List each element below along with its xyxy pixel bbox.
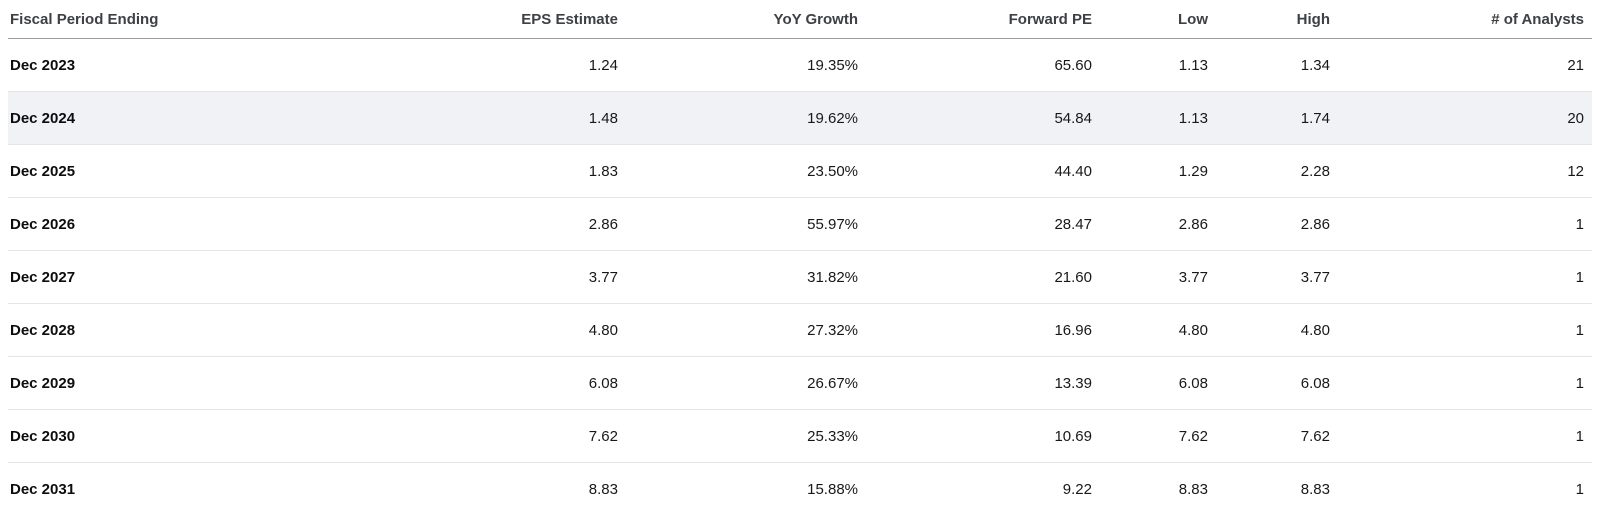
fiscal-period-cell: Dec 2029 [8,356,450,410]
table-row: Dec 2031 8.83 15.88% 9.22 8.83 8.83 1 [8,463,1592,516]
high-cell: 8.83 [1300,480,1330,498]
table-row: Dec 2028 4.80 27.32% 16.96 4.80 4.80 1 [8,303,1592,357]
eps-estimate-cell: 2.86 [450,197,618,251]
table-row: Dec 2030 7.62 25.33% 10.69 7.62 7.62 1 [8,409,1592,463]
fiscal-period-cell: Dec 2024 [8,91,450,145]
low-cell: 4.80 [1092,303,1208,357]
table-row: Dec 2027 3.77 31.82% 21.60 3.77 3.77 1 [8,250,1592,304]
analysts-count-cell: 20 [1330,91,1592,145]
column-header-low: Low [1092,0,1208,39]
high-cell: 2.86 [1208,197,1330,251]
table-row: Dec 2026 2.86 55.97% 28.47 2.86 2.86 1 [8,197,1592,251]
column-header-fiscal-period: Fiscal Period Ending [8,0,450,39]
forward-pe-cell: 21.60 [858,250,1092,304]
yoy-growth-cell: 19.62% [618,91,858,145]
yoy-growth-cell: 26.67% [618,356,858,410]
eps-estimate-cell: 1.24 [450,38,618,92]
high-cell: 4.80 [1208,303,1330,357]
forward-pe-cell: 65.60 [858,38,1092,92]
forward-pe-cell: 16.96 [858,303,1092,357]
high-cell: 1.34 [1208,38,1330,92]
eps-estimate-cell: 8.83 [588,480,618,498]
yoy-growth-cell: 55.97% [618,197,858,251]
yoy-growth-cell: 31.82% [618,250,858,304]
header-row: Fiscal Period Ending EPS Estimate YoY Gr… [8,0,1592,39]
forward-pe-cell: 28.47 [858,197,1092,251]
table-row: Dec 2023 1.24 19.35% 65.60 1.13 1.34 21 [8,38,1592,92]
forward-pe-cell: 54.84 [858,91,1092,145]
low-cell: 6.08 [1092,356,1208,410]
low-cell: 7.62 [1092,409,1208,463]
eps-estimate-cell: 7.62 [450,409,618,463]
eps-estimate-cell: 3.77 [450,250,618,304]
yoy-growth-cell: 27.32% [618,303,858,357]
fiscal-period-cell: Dec 2025 [8,144,450,198]
yoy-growth-cell: 25.33% [618,409,858,463]
low-cell: 1.13 [1092,91,1208,145]
forward-pe-cell: 10.69 [858,409,1092,463]
table-row: Dec 2025 1.83 23.50% 44.40 1.29 2.28 12 [8,144,1592,198]
column-header-analysts: # of Analysts [1330,0,1592,39]
low-cell: 8.83 [1178,480,1208,498]
table-row: Dec 2024 1.48 19.62% 54.84 1.13 1.74 20 [8,91,1592,145]
fiscal-period-cell: Dec 2028 [8,303,450,357]
yoy-growth-cell: 15.88% [807,480,858,498]
column-header-high: High [1208,0,1330,39]
analyst-eps-estimates-table: Fiscal Period Ending EPS Estimate YoY Gr… [8,0,1592,515]
table-body: Dec 2023 1.24 19.35% 65.60 1.13 1.34 21 … [8,38,1592,516]
forward-pe-cell: 13.39 [858,356,1092,410]
high-cell: 7.62 [1208,409,1330,463]
yoy-growth-cell: 23.50% [618,144,858,198]
analysts-count-cell: 1 [1330,303,1592,357]
fiscal-period-cell: Dec 2026 [8,197,450,251]
analysts-count-cell: 1 [1330,356,1592,410]
table-header: Fiscal Period Ending EPS Estimate YoY Gr… [8,0,1592,39]
analysts-count-cell: 12 [1330,144,1592,198]
forward-pe-cell: 9.22 [1062,480,1092,498]
fiscal-period-cell: Dec 2027 [8,250,450,304]
low-cell: 2.86 [1092,197,1208,251]
yoy-growth-cell: 19.35% [618,38,858,92]
eps-estimate-cell: 1.83 [450,144,618,198]
high-cell: 2.28 [1208,144,1330,198]
column-header-yoy-growth: YoY Growth [618,0,858,39]
table-row: Dec 2029 6.08 26.67% 13.39 6.08 6.08 1 [8,356,1592,410]
high-cell: 3.77 [1208,250,1330,304]
high-cell: 1.74 [1208,91,1330,145]
column-header-eps-estimate: EPS Estimate [450,0,618,39]
analysts-count-cell: 1 [1330,409,1592,463]
analysts-count-cell: 1 [1330,250,1592,304]
low-cell: 3.77 [1092,250,1208,304]
high-cell: 6.08 [1208,356,1330,410]
fiscal-period-cell: Dec 2023 [8,38,450,92]
eps-estimate-cell: 4.80 [450,303,618,357]
fiscal-period-cell: Dec 2030 [8,409,450,463]
forward-pe-cell: 44.40 [858,144,1092,198]
analysts-count-cell: 21 [1330,38,1592,92]
low-cell: 1.13 [1092,38,1208,92]
eps-estimate-cell: 6.08 [450,356,618,410]
estimates-table-container: Fiscal Period Ending EPS Estimate YoY Gr… [8,0,1592,515]
analysts-count-cell: 1 [1575,480,1584,498]
fiscal-period-cell: Dec 2031 [10,480,76,498]
analysts-count-cell: 1 [1330,197,1592,251]
eps-estimate-cell: 1.48 [450,91,618,145]
low-cell: 1.29 [1092,144,1208,198]
column-header-forward-pe: Forward PE [858,0,1092,39]
